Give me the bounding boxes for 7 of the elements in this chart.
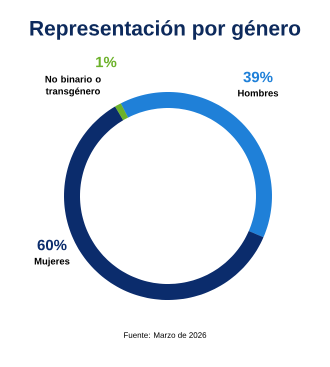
data-label: 60%	[38, 240, 67, 250]
data-label: 1%	[96, 56, 116, 68]
slice-label: No binario o transgénero	[46, 76, 101, 96]
slice-label: Hombres	[238, 90, 278, 96]
slice-label: Mujeres	[34, 258, 70, 266]
chart-title: Representación por género	[30, 20, 300, 40]
data-label: 39%	[243, 72, 273, 82]
